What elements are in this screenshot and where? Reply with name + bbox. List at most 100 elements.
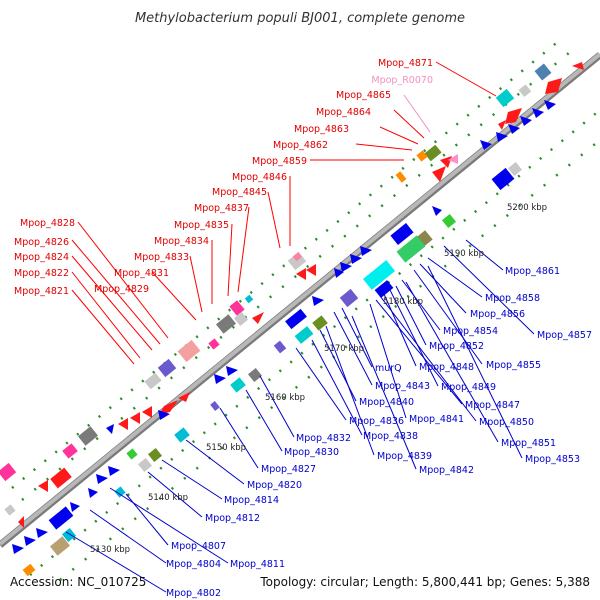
gene-label-mpop-4827[interactable]: Mpop_4827 [261,464,316,475]
feature-arrow[interactable] [24,536,36,546]
gene-label-mpop-4843[interactable]: Mpop_4843 [375,381,430,392]
feature-arrow[interactable] [178,392,190,402]
gene-label-mpop-4835[interactable]: Mpop_4835 [174,220,229,231]
gene-label-murq[interactable]: murQ [375,363,402,374]
feature-arrow[interactable] [498,120,506,130]
feature-arrow[interactable] [505,108,522,124]
feature-block[interactable] [491,167,515,191]
feature-arrow[interactable] [38,480,48,492]
feature-arrow[interactable] [252,312,264,324]
feature-block[interactable] [157,358,177,378]
feature-block[interactable] [144,372,162,390]
gene-label-mpop-4853[interactable]: Mpop_4853 [525,454,580,465]
feature-block[interactable] [441,213,457,229]
feature-arrow[interactable] [142,406,152,418]
feature-block[interactable] [294,326,314,344]
gene-label-mpop-4837[interactable]: Mpop_4837 [194,203,249,214]
feature-arrow[interactable] [214,374,226,384]
feature-block[interactable] [390,223,414,245]
feature-arrow[interactable] [70,502,80,512]
feature-block[interactable] [50,467,72,489]
gene-label-mpop-4828[interactable]: Mpop_4828 [20,218,75,229]
feature-block[interactable] [396,235,426,263]
feature-block[interactable] [292,252,302,262]
gene-label-mpop-4838[interactable]: Mpop_4838 [363,431,418,442]
feature-block[interactable] [362,260,396,290]
gene-label-mpop-4863[interactable]: Mpop_4863 [294,124,349,135]
feature-arrow[interactable] [88,488,98,498]
gene-label-mpop-4862[interactable]: Mpop_4862 [273,140,328,151]
gene-label-mpop-4858[interactable]: Mpop_4858 [485,293,540,304]
feature-block[interactable] [114,486,126,498]
gene-label-mpop-4832[interactable]: Mpop_4832 [296,433,351,444]
feature-block[interactable] [62,443,78,459]
gene-label-mpop-4829[interactable]: Mpop_4829 [94,284,149,295]
feature-block[interactable] [174,427,190,443]
gene-label-mpop-4833[interactable]: Mpop_4833 [134,252,189,263]
gene-label-mpop-4864[interactable]: Mpop_4864 [316,107,371,118]
feature-arrow[interactable] [160,400,178,414]
feature-block[interactable] [0,462,17,482]
feature-block[interactable] [395,171,407,183]
feature-arrow[interactable] [340,262,352,272]
gene-label-mpop-4820[interactable]: Mpop_4820 [247,480,302,491]
feature-arrow[interactable] [544,100,556,110]
feature-arrow[interactable] [312,296,324,306]
feature-arrow[interactable] [36,528,48,538]
gene-label-mpop-4826[interactable]: Mpop_4826 [14,237,69,248]
feature-block[interactable] [4,504,16,516]
feature-arrow[interactable] [360,246,372,256]
feature-block[interactable] [518,84,532,98]
feature-arrow[interactable] [508,124,520,134]
feature-arrow[interactable] [432,166,446,182]
feature-arrow[interactable] [480,140,492,150]
feature-block[interactable] [216,314,236,334]
feature-arrow[interactable] [432,206,442,216]
gene-label-mpop-4839[interactable]: Mpop_4839 [377,451,432,462]
feature-block[interactable] [339,288,359,308]
feature-block[interactable] [374,280,394,298]
feature-arrow[interactable] [572,62,584,70]
gene-label-mpop-4822[interactable]: Mpop_4822 [14,268,69,279]
feature-arrow[interactable] [545,78,562,94]
feature-block[interactable] [137,457,153,473]
gene-label-mpop-4807[interactable]: Mpop_4807 [171,541,226,552]
feature-arrow[interactable] [334,268,344,278]
gene-label-mpop-4812[interactable]: Mpop_4812 [205,513,260,524]
gene-label-mpop-4845[interactable]: Mpop_4845 [212,187,267,198]
feature-arrow[interactable] [108,466,120,476]
feature-block[interactable] [48,506,74,530]
feature-arrow[interactable] [118,418,128,430]
feature-block[interactable] [273,340,287,354]
feature-arrow[interactable] [130,412,140,424]
feature-arrow[interactable] [306,264,316,276]
feature-arrow[interactable] [18,516,24,528]
gene-label-mpop-4814[interactable]: Mpop_4814 [224,495,279,506]
gene-label-mpop-4824[interactable]: Mpop_4824 [14,252,69,263]
gene-label-mpop-4857[interactable]: Mpop_4857 [537,330,592,341]
feature-block[interactable] [534,63,552,81]
feature-block[interactable] [416,150,428,162]
feature-block[interactable] [229,300,245,316]
gene-label-mpop-4859[interactable]: Mpop_4859 [252,156,307,167]
gene-label-mpop-4846[interactable]: Mpop_4846 [232,172,287,183]
feature-block[interactable] [210,401,220,411]
gene-label-mpop-4836[interactable]: Mpop_4836 [349,416,404,427]
gene-label-mpop-4855[interactable]: Mpop_4855 [486,360,541,371]
feature-block[interactable] [61,527,77,543]
gene-label-mpop-4851[interactable]: Mpop_4851 [501,438,556,449]
feature-block[interactable] [233,311,249,327]
feature-arrow[interactable] [12,544,24,554]
gene-label-mpop-4871[interactable]: Mpop_4871 [378,58,433,69]
feature-arrow[interactable] [96,474,108,484]
feature-arrow[interactable] [226,366,238,376]
feature-block[interactable] [230,377,246,393]
gene-label-mpop-4848[interactable]: Mpop_4848 [419,362,474,373]
feature-arrow[interactable] [440,156,452,168]
feature-block[interactable] [78,426,98,446]
gene-label-mpop-4804[interactable]: Mpop_4804 [166,559,221,570]
gene-label-mpop-4842[interactable]: Mpop_4842 [419,465,474,476]
gene-label-mpop-4841[interactable]: Mpop_4841 [409,414,464,425]
feature-block[interactable] [147,447,163,463]
